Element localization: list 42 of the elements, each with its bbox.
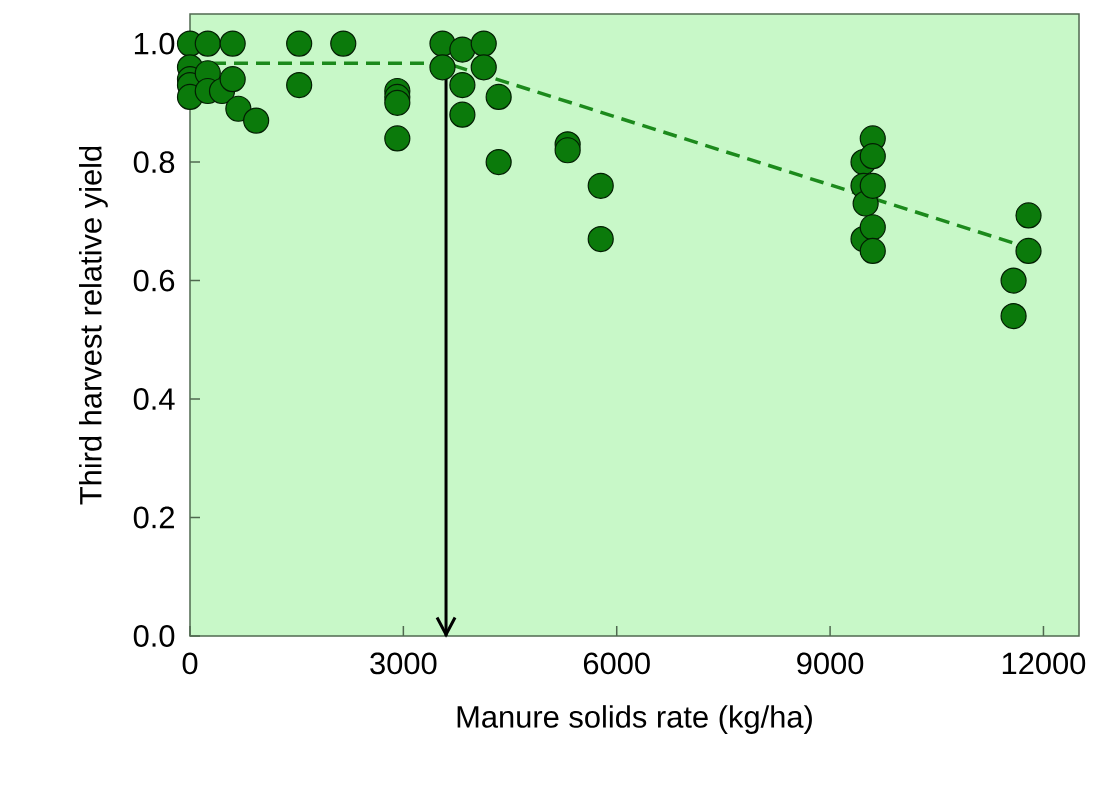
point bbox=[219, 66, 246, 93]
y-tick-label: 0.6 bbox=[133, 269, 175, 292]
point bbox=[859, 172, 886, 199]
point bbox=[485, 83, 512, 111]
point bbox=[449, 71, 476, 99]
point bbox=[286, 30, 313, 57]
y-tick-label: 0.2 bbox=[133, 506, 174, 529]
y-tick-label: 0.4 bbox=[133, 388, 175, 410]
x-tick-label: 12000 bbox=[1002, 652, 1086, 675]
point bbox=[286, 71, 313, 99]
point bbox=[859, 143, 886, 170]
point bbox=[859, 214, 886, 241]
point bbox=[587, 226, 614, 253]
point bbox=[225, 95, 252, 122]
point bbox=[1000, 303, 1027, 330]
point bbox=[330, 30, 357, 57]
point bbox=[449, 101, 476, 128]
point bbox=[243, 107, 270, 134]
point bbox=[485, 148, 512, 176]
point bbox=[470, 54, 497, 81]
x-tick-label: 9000 bbox=[797, 652, 864, 675]
point bbox=[384, 89, 411, 116]
point bbox=[587, 172, 614, 199]
point bbox=[554, 137, 581, 164]
y-tick-label: 0.8 bbox=[133, 151, 175, 174]
x-axis-title: Manure solids rate (kg/ha) bbox=[457, 705, 812, 734]
point bbox=[1015, 202, 1042, 229]
point bbox=[194, 30, 221, 57]
y-tick-label: 0.0 bbox=[133, 625, 175, 647]
point bbox=[1000, 267, 1027, 294]
point bbox=[219, 30, 246, 57]
x-tick-label: 6000 bbox=[583, 652, 650, 675]
point bbox=[384, 125, 411, 152]
point bbox=[449, 36, 476, 63]
y-tick-label: 1.0 bbox=[134, 32, 175, 55]
y-axis-title: Third harvest relative yield bbox=[78, 146, 108, 505]
point bbox=[429, 54, 456, 81]
x-tick-label: 3000 bbox=[370, 652, 437, 675]
point bbox=[859, 237, 886, 265]
point bbox=[1015, 237, 1042, 265]
point bbox=[470, 30, 497, 57]
x-tick-label: 0 bbox=[182, 652, 198, 675]
